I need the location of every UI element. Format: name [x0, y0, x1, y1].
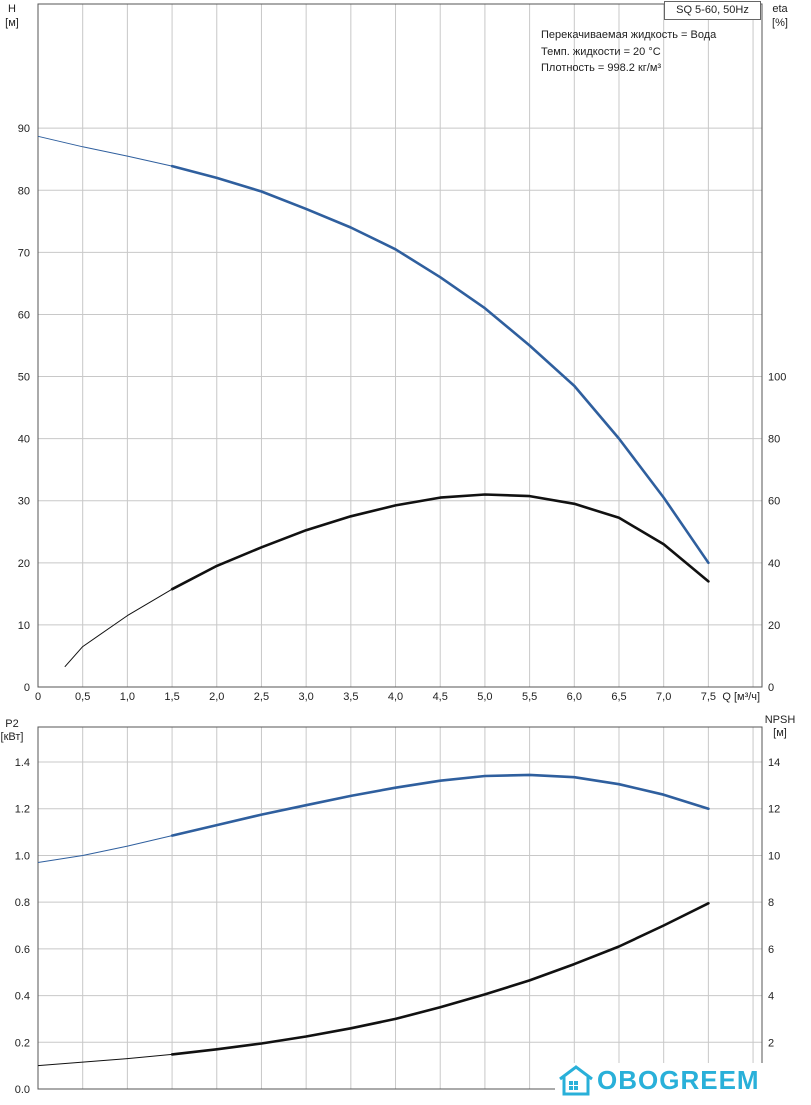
top-left-tick-label: 30	[18, 496, 30, 508]
bottom-series-1-extrapolated-line	[37, 1053, 173, 1067]
top-left-tick-label: 90	[18, 123, 30, 135]
top-right-axis-label: eta	[772, 3, 788, 15]
bottom-series-0-line	[170, 773, 710, 837]
x-tick-label: 4,0	[388, 691, 403, 703]
top-series-0-extrapolated-line	[37, 135, 173, 167]
x-tick-label: 3,0	[298, 691, 313, 703]
top-right-tick-label: 20	[768, 620, 780, 632]
top-series-1-line	[170, 493, 710, 591]
top-right-tick-label: 100	[768, 372, 786, 384]
fluid-text: Перекачиваемая жидкость = Вода	[541, 29, 717, 41]
top-left-tick-label: 80	[18, 185, 30, 197]
x-tick-label: 7,0	[656, 691, 671, 703]
bottom-right-axis-unit: [м]	[773, 727, 787, 739]
bottom-right-tick-label: 10	[768, 850, 780, 862]
bottom-right-tick-label: 8	[768, 897, 774, 909]
bottom-right-axis-label: NPSH	[765, 714, 796, 726]
bottom-left-tick-label: 1.0	[15, 850, 30, 862]
top-left-tick-label: 50	[18, 372, 30, 384]
top-right-tick-label: 0	[768, 682, 774, 694]
bottom-right-tick-label: 2	[768, 1037, 774, 1049]
top-plot-frame	[37, 3, 763, 688]
x-tick-label: 1,5	[164, 691, 179, 703]
x-tick-label: 6,0	[567, 691, 582, 703]
top-left-axis-unit: [м]	[5, 17, 19, 29]
bottom-series-0-extrapolated-line	[37, 835, 173, 863]
top-left-tick-label: 70	[18, 247, 30, 259]
x-tick-label: 1,0	[120, 691, 135, 703]
top-left-tick-label: 20	[18, 558, 30, 570]
bottom-plot-frame	[37, 726, 763, 1090]
model-label: SQ 5-60, 50Hz	[664, 1, 761, 20]
brand-logo: OBOGREEM	[555, 1063, 795, 1097]
bottom-left-tick-label: 0.2	[15, 1037, 30, 1049]
x-tick-label: 4,5	[433, 691, 448, 703]
x-tick-label: 6,5	[611, 691, 626, 703]
bottom-right-tick-label: 12	[768, 804, 780, 816]
bottom-left-tick-label: 1.4	[15, 757, 30, 769]
bottom-left-axis-unit: [кВт]	[1, 731, 24, 743]
bottom-left-tick-label: 0.4	[15, 991, 30, 1003]
x-tick-label: 5,5	[522, 691, 537, 703]
top-right-axis-unit: [%]	[772, 17, 788, 29]
x-tick-label: 2,0	[209, 691, 224, 703]
top-series-1-extrapolated-line	[64, 588, 173, 668]
x-axis-label: Q [м³/ч]	[722, 691, 760, 703]
logo-text: OBOGREEM	[597, 1065, 760, 1095]
bottom-right-tick-label: 14	[768, 757, 780, 769]
top-series-0-line	[170, 164, 710, 565]
house-icon	[559, 1065, 593, 1096]
x-tick-label: 3,5	[343, 691, 358, 703]
bottom-right-tick-label: 6	[768, 944, 774, 956]
x-tick-label: 5,0	[477, 691, 492, 703]
bottom-right-tick-label: 4	[768, 991, 774, 1003]
bottom-left-tick-label: 0.6	[15, 944, 30, 956]
density-text: Плотность = 998.2 кг/м³	[541, 62, 662, 74]
fluid-info: Перекачиваемая жидкость = Вода Темп. жид…	[541, 27, 716, 77]
bottom-series-1-line	[170, 901, 710, 1056]
top-left-axis-label: H	[8, 3, 16, 15]
top-left-tick-label: 40	[18, 434, 30, 446]
bottom-left-tick-label: 0.0	[15, 1084, 30, 1096]
x-tick-label: 2,5	[254, 691, 269, 703]
x-tick-label: 0,5	[75, 691, 90, 703]
x-tick-label: 0	[35, 691, 41, 703]
bottom-left-tick-label: 1.2	[15, 804, 30, 816]
top-left-tick-label: 10	[18, 620, 30, 632]
top-left-tick-label: 0	[24, 682, 30, 694]
top-left-tick-label: 60	[18, 309, 30, 321]
x-tick-label: 7,5	[701, 691, 716, 703]
top-right-tick-label: 40	[768, 558, 780, 570]
bottom-left-tick-label: 0.8	[15, 897, 30, 909]
top-right-tick-label: 60	[768, 496, 780, 508]
temperature-text: Темп. жидкости = 20 °C	[541, 45, 661, 58]
bottom-left-axis-label: P2	[5, 718, 18, 730]
top-right-tick-label: 80	[768, 434, 780, 446]
